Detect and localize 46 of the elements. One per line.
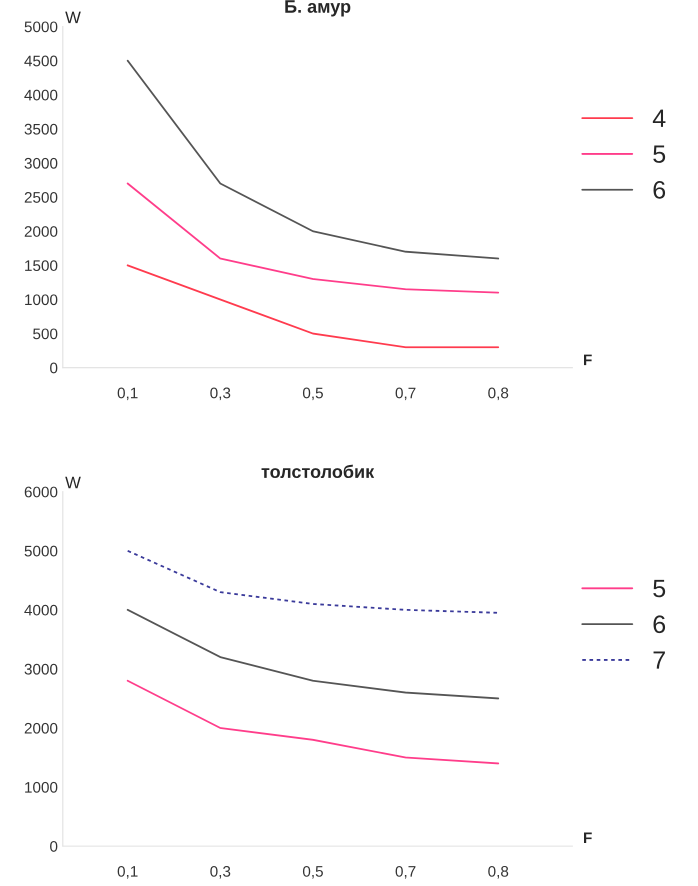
y-tick-label: 2000	[24, 226, 58, 237]
x-tick-label: 0,5	[302, 388, 323, 400]
legend-label: 5	[653, 145, 666, 163]
line-series	[126, 264, 500, 348]
line-series	[126, 182, 500, 294]
x-axis-title: F	[584, 832, 592, 844]
x-tick-label: 0,7	[396, 388, 416, 400]
x-tick-label: 0,1	[118, 388, 138, 400]
x-tick-label: 0,3	[210, 388, 230, 400]
chart-title: Б. амур	[285, 0, 350, 16]
y-axis-title: W	[65, 476, 81, 488]
legend-label: 6	[654, 181, 666, 199]
y-tick-label: 0	[50, 841, 58, 852]
legend-label: 7	[654, 651, 665, 669]
x-tick-label: 0,8	[488, 388, 508, 400]
x-tick-label: 0,7	[396, 866, 416, 879]
y-tick-label: 1000	[25, 294, 58, 306]
line-series	[126, 550, 500, 614]
y-tick-label: 2500	[24, 192, 58, 203]
y-tick-label: 3000	[24, 158, 58, 169]
y-tick-label: 3500	[24, 124, 58, 135]
y-tick-label: 6000	[24, 486, 58, 498]
line-series	[126, 680, 500, 764]
legend-label: 4	[652, 110, 666, 127]
legend-label: 6	[654, 615, 666, 634]
y-tick-label: 2000	[24, 722, 58, 734]
y-tick-label: 5000	[24, 546, 58, 556]
y-tick-label: 1000	[25, 782, 58, 793]
y-tick-label: 3000	[24, 664, 58, 675]
y-tick-label: 4000	[24, 90, 58, 100]
chart-title: толстолобик	[262, 464, 374, 478]
y-tick-label: 1500	[25, 260, 58, 272]
y-tick-label: 4500	[24, 56, 58, 66]
y-tick-label: 5000	[24, 21, 58, 32]
x-tick-label: 0,8	[488, 866, 508, 879]
legend-label: 5	[653, 580, 666, 598]
x-tick-label: 0,1	[118, 866, 138, 879]
y-tick-label: 0	[50, 362, 58, 374]
x-axis-title: F	[584, 354, 592, 366]
y-tick-label: 500	[33, 328, 58, 340]
x-tick-label: 0,3	[210, 866, 230, 879]
x-tick-label: 0,5	[302, 866, 323, 879]
line-series	[126, 60, 500, 260]
y-tick-label: 4000	[24, 604, 58, 616]
y-axis-title: W	[65, 12, 81, 24]
line-series	[126, 608, 500, 700]
